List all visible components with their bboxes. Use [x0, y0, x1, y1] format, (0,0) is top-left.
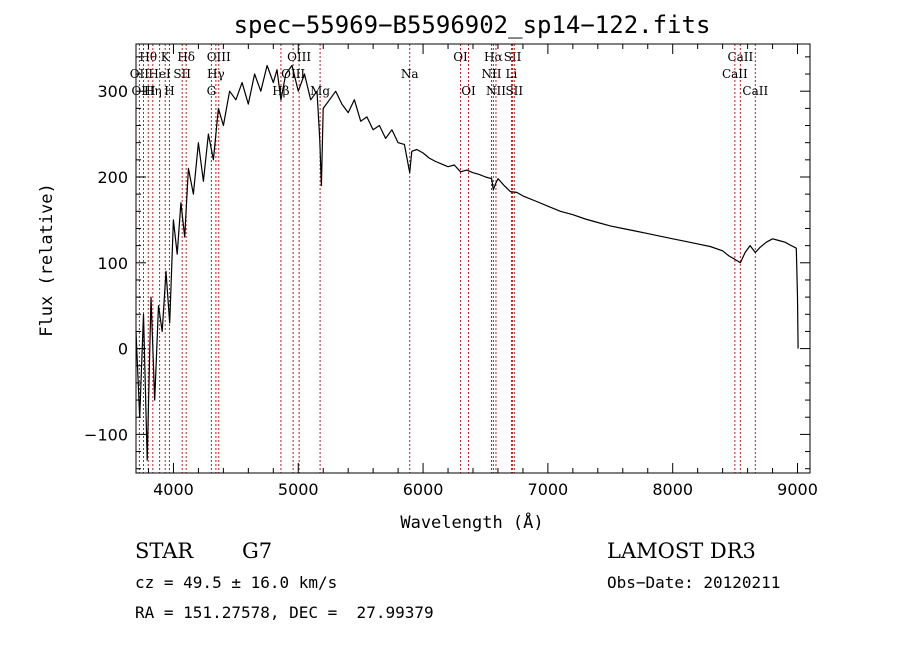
- x-tick-label: 6000: [403, 480, 444, 499]
- plot-frame: [135, 43, 811, 474]
- obs-date: Obs−Date: 20120211: [607, 573, 781, 592]
- spectral-line-label: Hγ: [207, 67, 225, 81]
- survey-label: LAMOST DR3: [607, 539, 756, 563]
- spectral-line-label: OIII: [287, 50, 311, 64]
- spectral-line-label: Hη: [144, 84, 162, 98]
- y-tick-label: 200: [97, 168, 128, 187]
- spectral-line-label: OI: [453, 50, 468, 64]
- spectral-line-label: SII: [504, 50, 522, 64]
- spectral-line-label: CaII: [742, 84, 768, 98]
- spectral-line-label: K: [161, 50, 171, 64]
- flux-line: [135, 64, 799, 461]
- series-layer: [135, 64, 799, 461]
- spectral-line-label: Hα: [484, 50, 503, 64]
- object-subclass: G7: [242, 539, 273, 563]
- x-axis-label: Wavelength (Å): [400, 511, 543, 533]
- object-class: STAR: [135, 539, 194, 563]
- y-tick-label: −100: [84, 425, 128, 444]
- spectral-line-label: Hθ: [139, 50, 157, 64]
- y-tick-label: 100: [97, 254, 128, 273]
- axis-layer: 4000 5000 6000 7000 8000 9000 −100 0 100 200 300: [84, 44, 818, 499]
- spectral-line-label: Hδ: [177, 50, 195, 64]
- spectral-line-label: CaII: [727, 50, 753, 64]
- y-tick-label: 0: [118, 340, 128, 359]
- x-tick-label: 4000: [153, 480, 194, 499]
- spectral-line-label: NII: [481, 67, 501, 81]
- chart-title: spec−55969−B5596902_sp14−122.fits: [234, 11, 711, 39]
- y-tick-label: 300: [97, 82, 128, 101]
- spectral-line-label: CaII: [722, 67, 748, 81]
- y-axis-label: Flux (relative): [37, 183, 57, 337]
- spectral-line-label: SII: [173, 67, 191, 81]
- spectral-line-label: OIII: [281, 67, 305, 81]
- spectral-line-label: SII: [505, 84, 523, 98]
- x-tick-label: 8000: [652, 480, 693, 499]
- spectral-line-label: Na: [401, 67, 419, 81]
- spectral-line-label: H: [164, 84, 174, 98]
- spectral-line-label: OI: [461, 84, 476, 98]
- x-tick-label: 7000: [528, 480, 569, 499]
- spectral-line-label: HeI: [148, 67, 171, 81]
- spectral-line-label: OIII: [207, 50, 231, 64]
- x-tick-label: 5000: [278, 480, 319, 499]
- redshift-readout: cz = 49.5 ± 16.0 km/s: [135, 573, 338, 592]
- spectral-line-label: Hβ: [272, 84, 289, 98]
- spectral-line-label: G: [207, 84, 217, 98]
- spectral-line-label: NII: [486, 84, 506, 98]
- coordinates-readout: RA = 151.27578, DEC = 27.99379: [135, 603, 434, 622]
- x-tick-label: 9000: [777, 480, 818, 499]
- spectral-line-label: Li: [506, 67, 518, 81]
